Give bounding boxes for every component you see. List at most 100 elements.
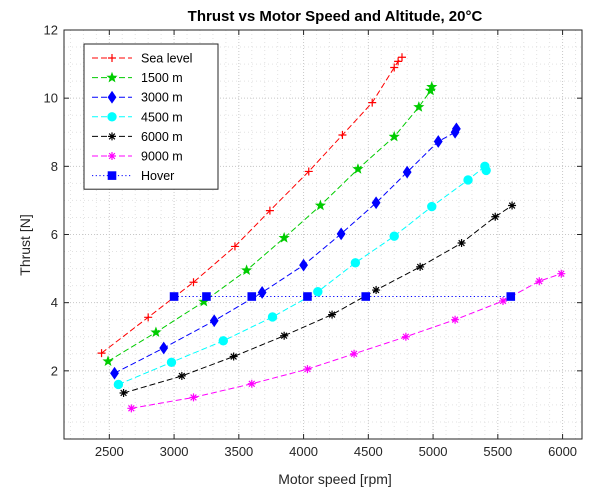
x-tick-label: 5000 (419, 444, 448, 459)
legend-label: 6000 m (141, 130, 183, 144)
data-point-0 (390, 63, 399, 72)
data-point-1 (278, 232, 290, 243)
data-point-0 (368, 98, 377, 107)
data-point-1 (352, 163, 364, 174)
data-point-2 (402, 165, 412, 179)
data-point-0 (394, 57, 403, 66)
data-point-5 (499, 296, 508, 305)
legend-label: 1500 m (141, 71, 183, 85)
legend-marker (108, 132, 116, 141)
data-point-4 (491, 212, 500, 221)
data-point-3 (481, 165, 491, 176)
axis-ticks: 2500 3000 3500 4000 4500 5000 5500 6000 2 4 6 8 10 12 (44, 23, 582, 459)
legend-marker (107, 90, 117, 104)
data-point-5 (127, 404, 136, 413)
x-tick-label: 3000 (160, 444, 189, 459)
data-point-1 (150, 326, 162, 338)
data-point-2 (451, 122, 461, 136)
data-point-4 (416, 262, 425, 271)
data-point-4 (372, 286, 381, 295)
data-point-2 (159, 341, 169, 355)
data-point-0 (265, 206, 274, 215)
series-markers (97, 53, 566, 413)
data-point-1 (426, 81, 438, 92)
data-point-2 (433, 135, 443, 148)
x-tick-label: 2500 (95, 444, 124, 459)
data-point-4 (457, 239, 466, 248)
data-point-1 (314, 199, 326, 211)
chart-title: Thrust vs Motor Speed and Altitude, 20°C (188, 8, 483, 25)
data-point-3 (267, 312, 278, 322)
x-tick-label: 6000 (548, 444, 577, 459)
y-tick-label: 4 (51, 295, 58, 310)
legend-label: Sea level (141, 52, 192, 66)
y-tick-label: 2 (51, 363, 58, 378)
data-point-6 (247, 292, 257, 301)
data-point-3 (313, 287, 323, 297)
legend: Sea level 1500 m 3000 m 4500 m 6000 m 9000 m H… (83, 43, 219, 190)
data-point-6 (202, 292, 211, 301)
data-point-3 (389, 231, 399, 241)
x-tick-label: 4500 (354, 444, 383, 459)
data-point-3 (463, 175, 473, 185)
y-tick-label: 12 (44, 23, 58, 38)
data-point-4 (229, 352, 238, 361)
data-point-1 (102, 355, 114, 367)
x-tick-label: 4000 (289, 444, 318, 459)
data-point-0 (144, 313, 153, 322)
data-point-6 (303, 292, 312, 301)
series-line-5 (131, 273, 562, 409)
y-tick-label: 8 (51, 159, 58, 174)
legend-label: 3000 m (141, 91, 183, 105)
data-point-2 (110, 366, 119, 380)
legend-marker (107, 112, 117, 122)
legend-label: 4500 m (141, 110, 183, 124)
data-point-3 (113, 379, 124, 390)
data-point-0 (304, 167, 313, 176)
data-point-4 (177, 371, 186, 380)
legend-marker (107, 171, 117, 180)
data-point-5 (451, 315, 460, 324)
data-point-6 (361, 292, 371, 301)
data-point-6 (506, 292, 516, 301)
data-point-5 (401, 332, 410, 341)
data-point-5 (303, 365, 312, 374)
data-point-2 (371, 196, 381, 210)
data-point-1 (413, 101, 425, 112)
data-point-4 (280, 331, 289, 340)
data-point-2 (336, 227, 346, 241)
data-point-4 (508, 201, 517, 210)
data-point-5 (557, 269, 566, 278)
data-point-0 (338, 130, 347, 139)
x-tick-label: 3500 (224, 444, 253, 459)
data-point-2 (257, 286, 267, 299)
data-point-2 (209, 314, 219, 328)
data-point-4 (119, 388, 128, 397)
data-point-3 (218, 336, 228, 346)
legend-label: Hover (141, 169, 174, 183)
data-point-0 (189, 278, 198, 287)
x-tick-label: 5500 (483, 444, 512, 459)
data-point-2 (299, 258, 308, 272)
data-point-1 (241, 264, 253, 276)
data-point-3 (350, 258, 361, 268)
legend-marker (108, 54, 116, 62)
data-point-0 (97, 349, 106, 358)
data-point-3 (166, 357, 177, 368)
data-point-0 (397, 53, 406, 62)
legend-label: 9000 m (141, 150, 183, 164)
series-line-3 (118, 165, 487, 385)
data-point-0 (230, 242, 239, 251)
y-axis-label: Thrust [N] (17, 214, 33, 275)
data-point-1 (388, 130, 400, 142)
data-point-5 (189, 393, 198, 402)
legend-marker (106, 71, 118, 83)
series-line-4 (123, 205, 513, 394)
legend-marker (108, 152, 116, 160)
data-point-5 (350, 349, 359, 358)
data-point-6 (169, 292, 179, 301)
data-point-5 (535, 277, 544, 286)
y-tick-label: 6 (51, 227, 58, 242)
data-point-5 (247, 379, 256, 388)
